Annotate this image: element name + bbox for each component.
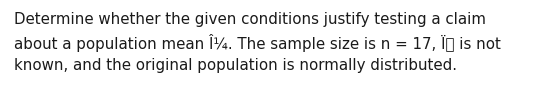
Text: Determine whether the given conditions justify testing a claim
about a populatio: Determine whether the given conditions j… bbox=[14, 12, 501, 73]
